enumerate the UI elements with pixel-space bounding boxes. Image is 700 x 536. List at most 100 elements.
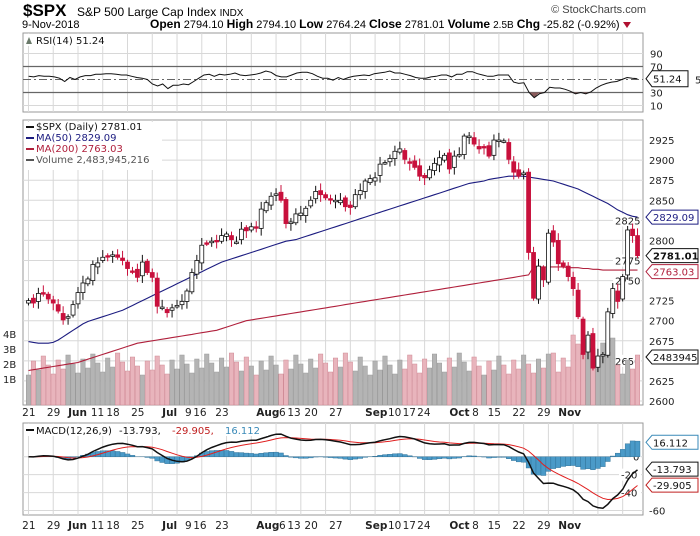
price-last-label: 2763.03	[653, 268, 694, 279]
volume-bar	[134, 365, 140, 406]
volume-bar	[342, 352, 348, 406]
volume-bar	[125, 370, 130, 406]
x-tick-label: 21	[22, 407, 35, 419]
candle-body	[179, 301, 185, 306]
macd-histogram-bar	[129, 455, 136, 457]
volume-bar	[545, 353, 551, 406]
volume-bar	[209, 362, 215, 406]
candle-body	[451, 155, 457, 168]
macd-last-box	[645, 461, 699, 477]
volume-bar	[75, 372, 81, 406]
candle-body	[288, 221, 294, 224]
volume-bar	[550, 352, 556, 406]
volume-bar	[466, 370, 472, 406]
candle-body	[204, 242, 210, 245]
candle-body	[600, 354, 606, 357]
candle-body	[362, 180, 368, 192]
legend-swatch	[26, 126, 34, 128]
volume-bar	[308, 358, 314, 406]
volume-bar	[100, 371, 106, 406]
volume-bar	[436, 362, 442, 406]
candle-body	[318, 190, 324, 196]
volume-bar	[427, 367, 433, 406]
volume-bar	[560, 357, 566, 406]
rsi-legend: RSI(14) 51.24	[36, 36, 105, 47]
volume-bar	[323, 362, 329, 406]
macd-histogram-bar	[456, 456, 462, 459]
x-tick-label: 22	[512, 407, 525, 419]
candle-body	[511, 161, 517, 173]
candle-body	[80, 282, 86, 294]
macd-histogram-bar	[624, 443, 631, 457]
candle-body	[293, 213, 299, 224]
macd-histogram-bar	[303, 456, 309, 459]
candle-body	[620, 276, 626, 300]
macd-histogram-bar	[159, 456, 165, 463]
volume-bar	[605, 351, 611, 406]
candle-body	[575, 289, 581, 318]
macd-line	[28, 433, 638, 509]
candle-body	[526, 171, 531, 253]
candle-body	[65, 316, 71, 319]
volume-bar	[219, 357, 225, 406]
candle-body	[387, 158, 393, 163]
chg-label: Chg	[516, 17, 541, 31]
candle-body	[184, 290, 190, 302]
volume-bar	[357, 356, 363, 406]
macd-histogram-bar	[565, 456, 571, 466]
volume-bar	[516, 368, 522, 406]
rsi-line	[28, 70, 638, 99]
candle-body	[268, 195, 274, 206]
macd-tick-label: 0	[633, 453, 639, 464]
macd-histogram-bar	[377, 454, 383, 457]
volume-bar	[620, 373, 626, 406]
rsi-oversold-fill	[529, 92, 540, 98]
volume-bar	[600, 342, 606, 406]
price-legend-item: $SPX (Daily) 2781.01	[36, 122, 142, 133]
copyright: © StockCharts.com	[551, 4, 646, 16]
price-legend-bg	[24, 122, 162, 170]
x-tick-label: 15	[488, 407, 501, 419]
volume-bar	[70, 363, 76, 406]
macd-histogram-bar	[327, 456, 334, 458]
volume-bar	[169, 359, 175, 406]
volume-bar	[164, 373, 170, 406]
candle-body	[516, 169, 522, 177]
macd-legend-item: -29.905,	[172, 426, 214, 437]
volume-bar	[397, 359, 403, 406]
volume-bar	[30, 360, 36, 406]
candle-body	[377, 163, 383, 176]
price-last-label: 2781.01	[653, 252, 699, 263]
volume-tick-label: 3B	[3, 345, 16, 356]
candle-body	[164, 309, 170, 314]
volume-bar	[238, 370, 244, 406]
macd-histogram-bar	[595, 456, 601, 469]
volume-bar	[446, 357, 452, 406]
candle-body	[550, 230, 556, 243]
x-tick-label: 27	[329, 520, 342, 532]
candle-body	[239, 228, 244, 241]
legend-swatch	[26, 148, 34, 150]
x-tick-label: 13	[287, 520, 300, 532]
volume-bar	[85, 367, 91, 406]
candle-body	[199, 244, 205, 264]
macd-histogram-bar	[516, 456, 522, 463]
volume-bar	[60, 368, 66, 406]
volume-bar	[283, 359, 289, 406]
volume-bar	[575, 343, 581, 406]
candle-body	[531, 252, 536, 299]
price-tick-label: 2825	[615, 216, 640, 227]
rsi-legend-icon	[26, 37, 32, 44]
legend-swatch	[26, 137, 34, 139]
macd-legend-swatch	[26, 429, 34, 431]
volume-bar	[407, 354, 413, 406]
symbol: $SPX	[23, 1, 67, 20]
x-tick-label: 16	[193, 520, 207, 532]
macd-histogram-bar	[347, 456, 354, 460]
candle-body	[214, 240, 220, 243]
volume-bar	[491, 369, 497, 406]
volume-tick-label: 4B	[3, 330, 16, 341]
volume-bar	[486, 360, 492, 406]
candle-body	[352, 194, 358, 208]
